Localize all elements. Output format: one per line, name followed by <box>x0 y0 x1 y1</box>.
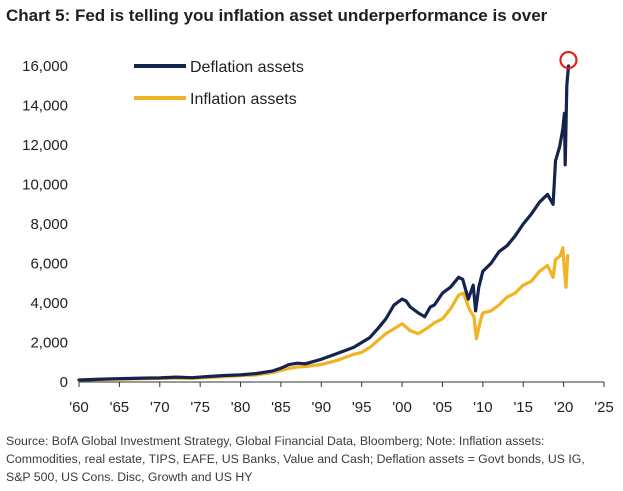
x-axis: '60 '65 '70 '75 '80 '85 '90 '95 '00 '05 '10 '15 '20 '… <box>69 381 614 416</box>
y-tick-label: 6,000 <box>30 256 68 273</box>
x-tick-label: '15 <box>513 399 533 416</box>
x-tick-label: '70 <box>150 399 170 416</box>
legend-label: Inflation assets <box>190 91 297 108</box>
y-tick-label: 14,000 <box>22 98 68 115</box>
legend: Deflation assets Inflation assets <box>134 59 304 108</box>
y-tick-label: 16,000 <box>22 58 68 75</box>
y-tick-label: 8,000 <box>30 216 68 233</box>
x-tick-label: '20 <box>554 399 574 416</box>
x-tick-label: '80 <box>231 399 251 416</box>
x-tick-label: '05 <box>433 399 453 416</box>
series-layer <box>77 64 571 382</box>
annotation-layer <box>559 50 578 70</box>
series-line-deflation-assets <box>77 64 571 382</box>
y-tick-label: 10,000 <box>22 177 68 194</box>
chart-title: Chart 5: Fed is telling you inflation as… <box>6 6 548 25</box>
source-line: S&P 500, US Cons. Disc, Growth and US HY <box>6 470 253 484</box>
source-line: Source: BofA Global Investment Strategy,… <box>6 434 545 448</box>
y-tick-label: 4,000 <box>30 295 68 312</box>
y-tick-label: 0 <box>60 374 68 391</box>
x-tick-label: '75 <box>190 399 210 416</box>
chart-plot: 0 2,000 4,000 6,000 8,000 10,000 12,000 14,000 1… <box>22 50 614 416</box>
x-tick-label: '65 <box>110 399 130 416</box>
x-tick-label: '00 <box>392 399 412 416</box>
x-tick-label: '85 <box>271 399 291 416</box>
source-line: Commodities, real estate, TIPS, EAFE, US… <box>6 452 585 466</box>
x-tick-label: '60 <box>69 399 89 416</box>
highlight-circle <box>559 50 578 70</box>
x-tick-label: '95 <box>352 399 372 416</box>
x-tick-label: '25 <box>594 399 614 416</box>
series-line-inflation-assets <box>77 246 570 382</box>
y-axis: 0 2,000 4,000 6,000 8,000 10,000 12,000 14,000 1… <box>22 58 68 391</box>
y-tick-label: 2,000 <box>30 335 68 352</box>
legend-label: Deflation assets <box>190 59 304 76</box>
x-tick-label: '10 <box>473 399 493 416</box>
x-tick-label: '90 <box>312 399 332 416</box>
source-note: Source: BofA Global Investment Strategy,… <box>6 432 618 486</box>
y-tick-label: 12,000 <box>22 137 68 154</box>
